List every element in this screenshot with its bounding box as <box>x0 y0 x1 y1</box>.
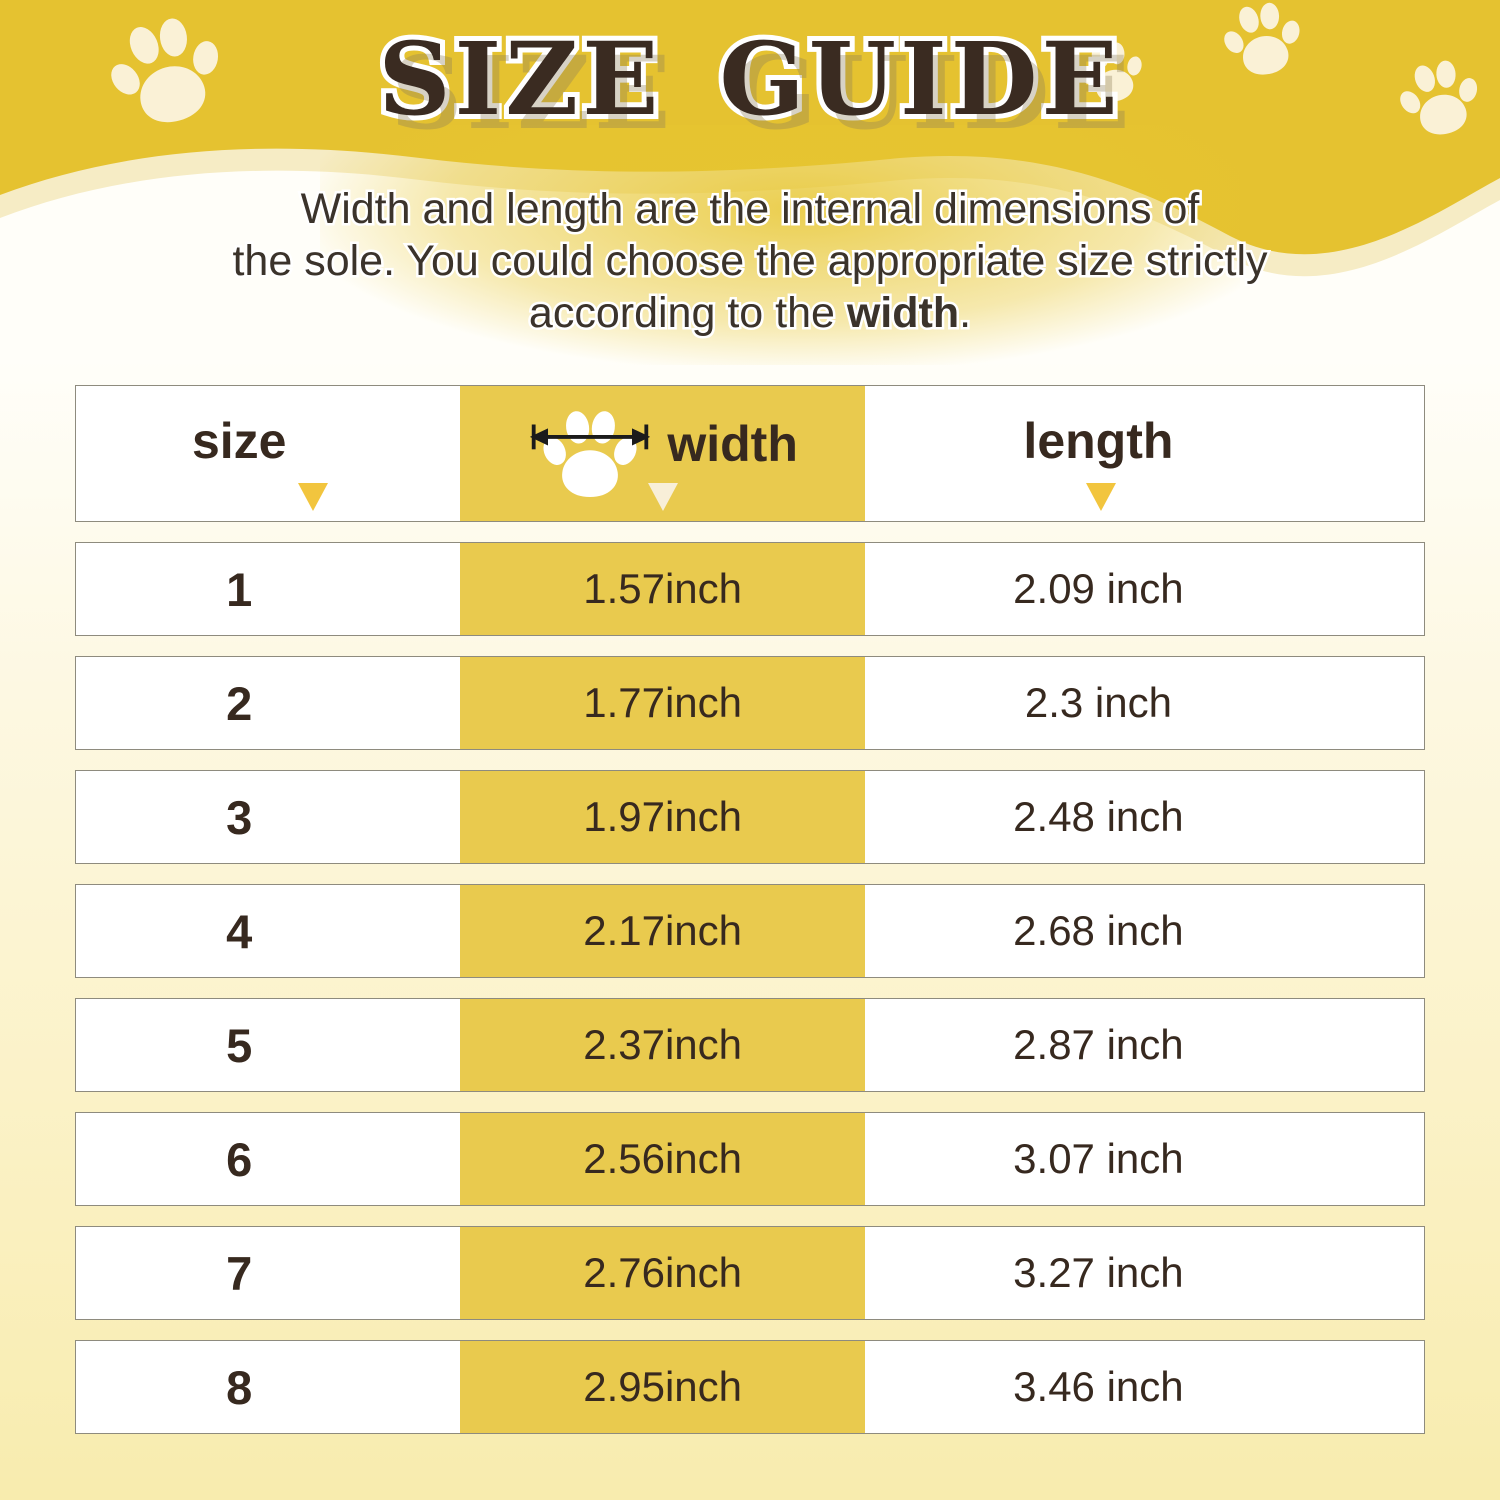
header-size-cell: size <box>76 412 460 496</box>
length-value: 3.07 inch <box>1013 1135 1184 1182</box>
length-value: 2.3 inch <box>1024 679 1172 726</box>
triangle-down-icon <box>1086 483 1116 511</box>
table-header-row: size width <box>75 385 1425 522</box>
subtitle-line-2: the sole. You could choose the appropria… <box>230 235 1270 288</box>
table-row: 3 1.97inch 2.48 inch <box>75 770 1425 864</box>
table-row: 1 1.57inch 2.09 inch <box>75 542 1425 636</box>
width-value: 1.57inch <box>583 565 743 612</box>
size-value: 3 <box>226 790 253 844</box>
header-size-label: size <box>191 412 287 469</box>
table-row: 7 2.76inch 3.27 inch <box>75 1226 1425 1320</box>
size-value: 2 <box>226 676 253 730</box>
size-value: 5 <box>226 1018 253 1072</box>
size-value: 1 <box>226 562 253 616</box>
size-table: size width <box>75 385 1425 1434</box>
header-width-cell: width <box>460 386 865 521</box>
table-row: 4 2.17inch 2.68 inch <box>75 884 1425 978</box>
triangle-down-icon <box>648 483 678 511</box>
width-value: 2.37inch <box>583 1021 743 1068</box>
width-value: 1.97inch <box>583 793 743 840</box>
size-value: 8 <box>226 1360 253 1414</box>
header-width-label: width <box>667 415 798 472</box>
table-row: 5 2.37inch 2.87 inch <box>75 998 1425 1092</box>
length-value: 2.48 inch <box>1013 793 1184 840</box>
length-value: 2.09 inch <box>1013 565 1184 612</box>
subtitle: Width and length are the internal dimens… <box>0 183 1500 340</box>
width-emphasis: width <box>844 287 961 340</box>
subtitle-line-1: Width and length are the internal dimens… <box>298 183 1202 236</box>
triangle-down-icon <box>298 483 328 511</box>
length-value: 2.87 inch <box>1013 1021 1184 1068</box>
header-length-label: length <box>1023 412 1174 469</box>
header-length-cell: length <box>865 412 1424 496</box>
size-value: 4 <box>226 904 253 958</box>
width-value: 2.76inch <box>583 1249 743 1296</box>
length-value: 3.46 inch <box>1013 1363 1184 1410</box>
width-value: 1.77inch <box>583 679 743 726</box>
length-value: 3.27 inch <box>1013 1249 1184 1296</box>
subtitle-line-3: according to the width. <box>526 287 973 340</box>
size-value: 6 <box>226 1132 253 1186</box>
width-value: 2.17inch <box>583 907 743 954</box>
size-value: 7 <box>226 1246 253 1300</box>
table-row: 2 1.77inch 2.3 inch <box>75 656 1425 750</box>
table-row: 6 2.56inch 3.07 inch <box>75 1112 1425 1206</box>
length-value: 2.68 inch <box>1013 907 1184 954</box>
paw-width-measure-icon <box>527 398 653 514</box>
table-row: 8 2.95inch 3.46 inch <box>75 1340 1425 1434</box>
width-value: 2.95inch <box>583 1363 743 1410</box>
page-title: SIZE GUIDE <box>373 17 1122 142</box>
width-value: 2.56inch <box>583 1135 743 1182</box>
